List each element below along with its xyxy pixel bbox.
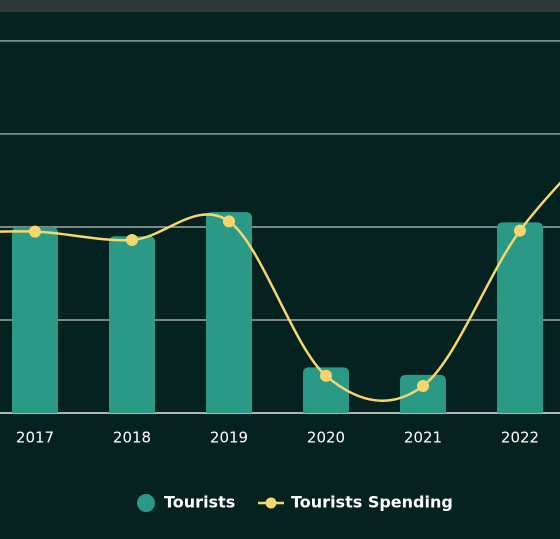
legend-label: Tourists <box>164 493 235 512</box>
legend-marker <box>265 497 277 509</box>
line-point <box>126 233 138 246</box>
x-tick-label: 2017 <box>16 429 54 447</box>
x-tick-label: 2020 <box>307 429 345 447</box>
x-tick-label: 2019 <box>210 429 248 447</box>
bar <box>206 212 252 413</box>
line-point <box>514 224 526 237</box>
x-tick-label: 2022 <box>501 429 539 447</box>
line-point <box>223 215 235 228</box>
line <box>0 181 560 402</box>
line-point <box>320 369 332 382</box>
legend-marker <box>137 494 155 512</box>
bar <box>400 374 446 413</box>
top-strip <box>0 0 560 12</box>
bar <box>497 222 543 413</box>
bar <box>12 226 58 413</box>
legend-label: Tourists Spending <box>291 493 453 512</box>
bar <box>303 367 349 413</box>
bar <box>109 236 155 413</box>
line-point <box>417 380 429 393</box>
x-tick-label: 2018 <box>113 429 151 447</box>
line-point <box>29 225 41 238</box>
x-tick-label: 2021 <box>404 429 442 447</box>
